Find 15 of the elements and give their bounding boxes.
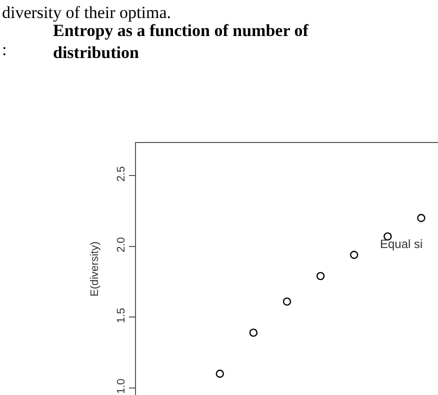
y-tick-label: 1.5: [116, 308, 128, 324]
text: :: [2, 40, 7, 59]
chart-title: Entropy as a function of number of distribution: [53, 21, 309, 62]
point: [316, 272, 325, 280]
y-tick-label: 2.0: [116, 237, 128, 252]
y-axis-title: E(diversity): [89, 241, 102, 297]
y-tick-label: 2.5: [116, 166, 128, 182]
point: [282, 297, 292, 306]
text: diversity of their optima.: [2, 3, 172, 22]
point: [417, 214, 426, 222]
y-tick-label: 1.0: [116, 378, 128, 394]
point: [350, 250, 358, 259]
annotation: Equal si: [380, 237, 423, 251]
point: [216, 370, 224, 378]
point: [249, 328, 258, 337]
